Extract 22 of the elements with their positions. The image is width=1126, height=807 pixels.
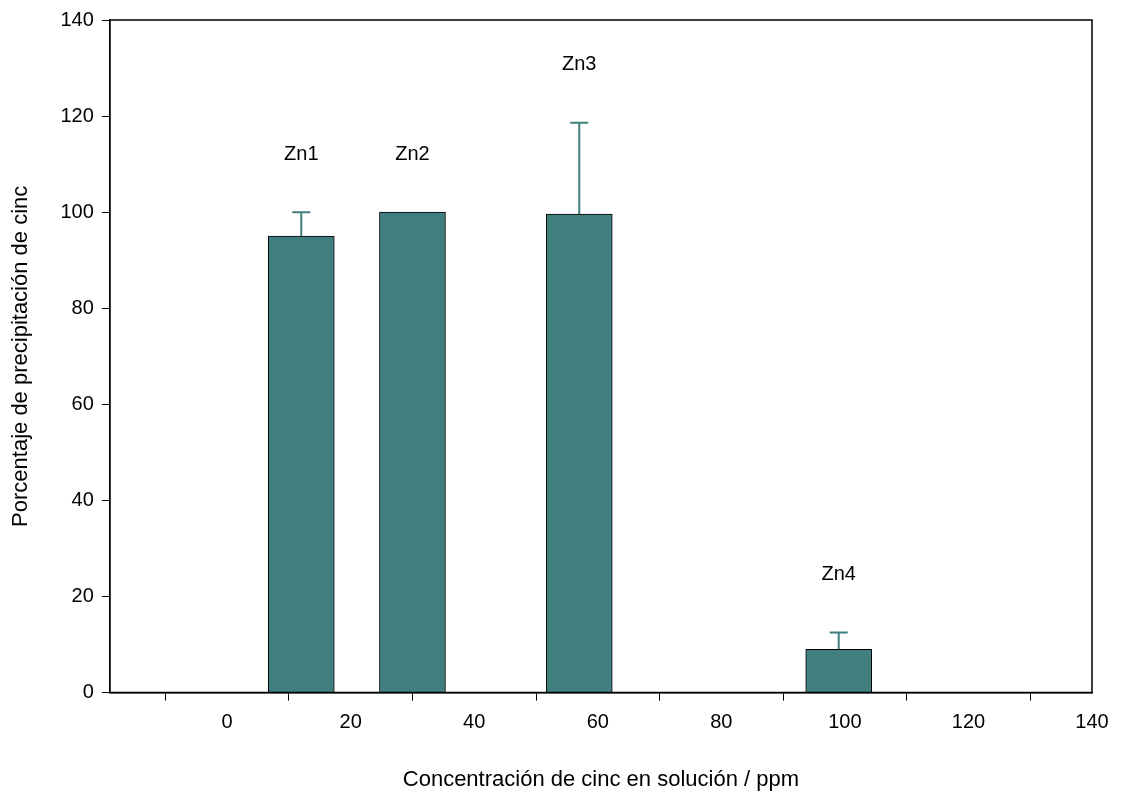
y-tick-label: 40 (71, 487, 94, 510)
x-tick-label: 140 (1075, 710, 1109, 733)
y-tick-label: 20 (71, 584, 94, 607)
x-tick-label: 60 (586, 710, 609, 733)
x-tick-label: 100 (828, 710, 862, 733)
x-tick-label: 40 (463, 710, 486, 733)
annotation: Zn3 (562, 52, 597, 75)
x-tick-label: 20 (339, 710, 362, 733)
annotation: Zn4 (821, 562, 856, 585)
annotation: Zn1 (284, 141, 319, 164)
y-tick-label: 0 (82, 680, 94, 703)
x-axis-title: Concentración de cinc en solución / ppm (402, 765, 799, 791)
x-tick-label: 80 (710, 710, 733, 733)
y-tick-label: 140 (60, 7, 94, 30)
x-tick-label: 0 (221, 710, 233, 733)
y-tick-label: 80 (71, 295, 94, 318)
y-tick-label: 60 (71, 391, 94, 414)
annotation: Zn2 (395, 141, 430, 164)
y-tick-label: 120 (60, 103, 94, 126)
y-axis-title: Porcentaje de precipitación de cinc (7, 185, 33, 527)
y-tick-label: 100 (60, 199, 94, 222)
x-tick-label: 120 (951, 710, 986, 733)
